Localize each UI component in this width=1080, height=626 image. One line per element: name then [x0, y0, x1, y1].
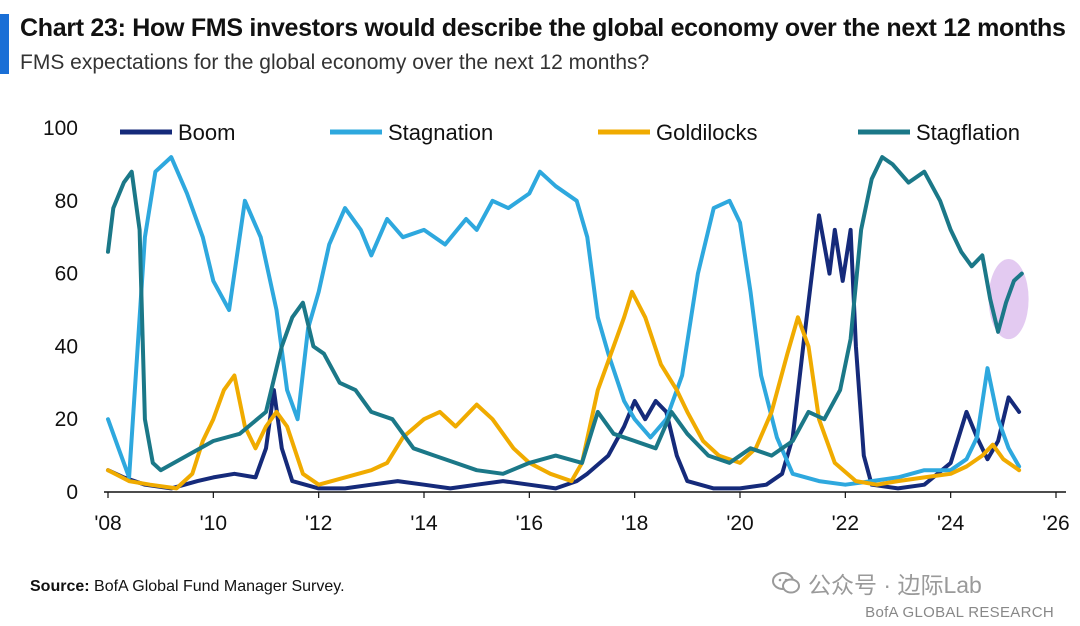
series-line-stagnation: [106, 155, 1022, 487]
legend-label-goldilocks: Goldilocks: [656, 120, 757, 145]
x-tick-label: '08: [94, 512, 121, 535]
series-line-goldilocks: [106, 289, 1022, 491]
x-tick-label: '12: [305, 512, 332, 535]
x-tick-label: '14: [410, 512, 438, 535]
x-tick-label: '22: [832, 512, 859, 535]
line-chart: 0 20 40 60 80 100 '08 '10 '12 '14 '16 '18 '20 '22 '24 '…: [43, 117, 1070, 535]
title-accent-bar: [0, 14, 9, 74]
y-tick-label: 40: [55, 335, 78, 358]
x-tick-label: '16: [516, 512, 543, 535]
watermark: 公众号 · 边际Lab: [772, 566, 982, 600]
y-tick-label: 100: [43, 117, 78, 140]
chart-subtitle: FMS expectations for the global economy …: [20, 51, 650, 74]
x-tick-label: '26: [1042, 512, 1069, 535]
y-tick-label: 20: [55, 408, 78, 431]
y-tick-label: 80: [55, 190, 78, 213]
chart-title: Chart 23: How FMS investors would descri…: [20, 14, 1066, 42]
y-tick-label: 0: [66, 481, 78, 504]
x-tick-label: '24: [937, 512, 965, 535]
x-tick-label: '20: [726, 512, 753, 535]
series-line-boom: [106, 213, 1022, 491]
legend-label-stagflation: Stagflation: [916, 120, 1020, 145]
legend-label-boom: Boom: [178, 120, 235, 145]
y-tick-label: 60: [55, 263, 78, 286]
source-text: BofA Global Fund Manager Survey.: [89, 578, 345, 595]
watermark-text: 公众号 · 边际Lab: [808, 572, 982, 598]
brand-footer: BofA GLOBAL RESEARCH: [865, 604, 1054, 621]
x-tick-label: '10: [200, 512, 227, 535]
source-label: Source:: [30, 578, 90, 595]
series-line-stagflation: [106, 155, 1024, 476]
legend-label-stagnation: Stagnation: [388, 120, 493, 145]
source-note: Source: BofA Global Fund Manager Survey.: [30, 578, 345, 596]
x-tick-label: '18: [621, 512, 648, 535]
wechat-icon: [772, 572, 800, 594]
